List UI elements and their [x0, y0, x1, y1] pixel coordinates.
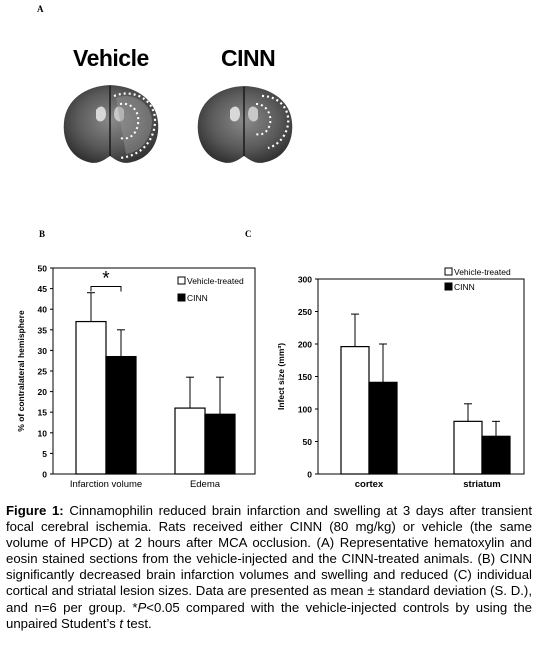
significance-bracket	[90, 286, 122, 292]
bar-cinn	[368, 381, 398, 475]
legend-swatch	[177, 276, 186, 285]
caption-p-italic: P	[137, 599, 147, 615]
y-tick-label: 45	[38, 284, 48, 294]
y-tick-label: 25	[38, 367, 48, 377]
y-tick-label: 5	[42, 449, 47, 459]
y-tick-label: 10	[38, 428, 48, 438]
y-tick-label: 20	[38, 387, 48, 397]
y-tick-label: 150	[298, 372, 312, 382]
x-category-label: Edema	[190, 479, 221, 490]
figure-caption: Figure 1: Cinnamophilin reduced brain in…	[6, 503, 532, 632]
chart-b: 0 5 10 15 20 25 30 35 40 45 50 % of contralateral h…	[16, 264, 256, 490]
y-tick-label: 100	[298, 405, 312, 415]
bar-vehicle	[453, 420, 483, 475]
panel-label-c: C	[245, 229, 252, 239]
y-tick-label: 40	[38, 305, 48, 315]
caption-text-1: Cinnamophilin reduced brain infarction a…	[6, 503, 533, 615]
y-tick-label: 0	[307, 470, 312, 480]
bar-vehicle	[174, 407, 206, 475]
x-category-label: Infarction volume	[70, 479, 142, 490]
x-category-label: cortex	[355, 479, 384, 490]
bar-vehicle	[75, 320, 107, 475]
legend-label: Vehicle-treated	[454, 267, 511, 277]
y-tick-label: 30	[38, 346, 48, 356]
caption-text-2: <0.05 compared with the vehicle-injected…	[6, 599, 532, 631]
bar-cinn	[204, 413, 236, 475]
caption-prefix: Figure 1:	[6, 503, 64, 518]
brain-sections-image	[63, 85, 293, 163]
legend-swatch	[177, 293, 186, 302]
y-tick-label: 300	[298, 275, 312, 285]
y-tick-label: 250	[298, 307, 312, 317]
panel-label-b: B	[39, 229, 46, 239]
panel-label-a: A	[37, 4, 44, 14]
y-axis-label: % of contralateral hemisphere	[16, 310, 26, 432]
vehicle-label: Vehicle	[73, 45, 149, 71]
caption-text-3: test.	[123, 615, 152, 631]
cinn-label: CINN	[221, 45, 276, 71]
legend-label: CINN	[454, 282, 475, 292]
y-tick-label: 0	[42, 470, 47, 480]
y-tick-label: 50	[303, 437, 313, 447]
legend-label: Vehicle-treated	[187, 276, 244, 286]
chart-c: 0 50 100 150 200 250 300 Infect size (mm³) corte…	[276, 267, 525, 490]
y-tick-label: 50	[38, 264, 48, 274]
legend-swatch	[444, 267, 453, 276]
y-tick-label: 35	[38, 325, 48, 335]
x-category-label: striatum	[463, 479, 500, 490]
bar-cinn	[481, 435, 511, 475]
legend-swatch	[444, 282, 453, 291]
y-axis-label: Infect size (mm³)	[276, 343, 286, 410]
y-tick-label: 15	[38, 408, 48, 418]
cinn-brain-section	[197, 86, 293, 163]
y-tick-label: 200	[298, 340, 312, 350]
bar-vehicle	[340, 345, 370, 475]
legend-label: CINN	[187, 293, 208, 303]
vehicle-brain-section	[63, 85, 159, 163]
significance-star: *	[102, 269, 110, 290]
caption-t-italic: t	[119, 615, 124, 631]
bar-cinn	[105, 355, 137, 475]
